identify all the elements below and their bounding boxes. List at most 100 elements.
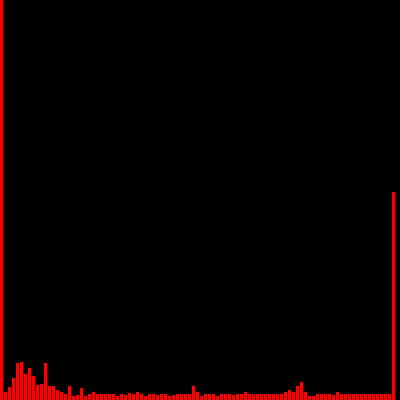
bar-13	[52, 386, 56, 400]
bar-14	[56, 390, 60, 400]
bar-40	[160, 394, 164, 400]
bar-56	[224, 394, 228, 400]
bar-37	[148, 394, 152, 400]
bar-44	[176, 394, 180, 400]
bar-38	[152, 394, 156, 400]
bar-43	[172, 395, 176, 400]
bar-96	[384, 394, 388, 400]
bar-91	[364, 394, 368, 400]
bar-36	[144, 396, 148, 400]
bar-79	[316, 394, 320, 400]
bar-80	[320, 394, 324, 400]
bar-33	[132, 394, 136, 400]
bar-74	[296, 386, 300, 400]
bar-76	[304, 392, 308, 400]
bar-98	[392, 192, 396, 400]
bar-64	[256, 394, 260, 400]
bar-94	[376, 394, 380, 400]
bar-15	[60, 392, 64, 400]
bar-53	[212, 394, 216, 400]
bar-78	[312, 396, 316, 400]
bar-34	[136, 392, 140, 400]
bar-85	[340, 394, 344, 400]
bar-86	[344, 394, 348, 400]
bar-47	[188, 394, 192, 400]
bar-87	[348, 394, 352, 400]
bar-82	[328, 394, 332, 400]
bar-67	[268, 394, 272, 400]
bar-93	[372, 394, 376, 400]
bar-27	[108, 394, 112, 400]
bar-11	[44, 363, 48, 400]
bar-92	[368, 394, 372, 400]
bar-5	[20, 362, 24, 400]
bar-32	[128, 393, 132, 400]
bar-4	[16, 363, 20, 400]
bar-16	[64, 394, 68, 400]
bar-45	[180, 394, 184, 400]
bar-28	[112, 394, 116, 400]
bar-60	[240, 394, 244, 400]
bar-83	[332, 395, 336, 400]
bar-95	[380, 394, 384, 400]
bar-35	[140, 394, 144, 400]
bar-8	[32, 376, 36, 400]
bar-31	[124, 395, 128, 400]
bar-81	[324, 394, 328, 400]
bar-90	[360, 394, 364, 400]
bar-18	[72, 396, 76, 400]
bar-6	[24, 374, 28, 400]
bar-89	[356, 394, 360, 400]
bar-62	[248, 394, 252, 400]
bar-17	[68, 386, 72, 400]
bar-65	[260, 394, 264, 400]
bar-23	[92, 392, 96, 400]
bar-25	[100, 394, 104, 400]
bar-55	[220, 394, 224, 400]
bar-10	[40, 384, 44, 400]
bar-42	[168, 396, 172, 400]
bar-71	[284, 392, 288, 400]
bar-75	[300, 382, 304, 400]
bar-57	[228, 394, 232, 400]
bar-58	[232, 395, 236, 400]
bar-7	[28, 368, 32, 400]
bar-39	[156, 395, 160, 400]
bar-52	[208, 394, 212, 400]
bar-54	[216, 396, 220, 400]
bar-97	[388, 394, 392, 400]
bar-68	[272, 394, 276, 400]
bar-66	[264, 394, 268, 400]
bar-77	[308, 396, 312, 400]
bar-48	[192, 386, 196, 400]
bar-1	[4, 392, 8, 400]
bar-50	[200, 396, 204, 400]
bar-49	[196, 392, 200, 400]
bar-72	[288, 390, 292, 400]
bar-88	[352, 394, 356, 400]
bar-41	[164, 394, 168, 400]
bar-51	[204, 394, 208, 400]
bar-30	[120, 394, 124, 400]
bar-9	[36, 385, 40, 400]
bar-46	[184, 394, 188, 400]
bar-59	[236, 394, 240, 400]
bar-63	[252, 394, 256, 400]
bar-29	[116, 396, 120, 400]
bar-22	[88, 394, 92, 400]
bar-61	[244, 392, 248, 400]
bar-12	[48, 386, 52, 400]
bar-3	[12, 378, 16, 400]
bar-26	[104, 394, 108, 400]
bar-21	[84, 396, 88, 400]
bar-2	[8, 387, 12, 400]
bar-73	[292, 392, 296, 400]
bar-84	[336, 392, 340, 400]
bar-69	[276, 394, 280, 400]
bar-24	[96, 394, 100, 400]
bar-19	[76, 395, 80, 400]
bar-0	[0, 0, 4, 400]
